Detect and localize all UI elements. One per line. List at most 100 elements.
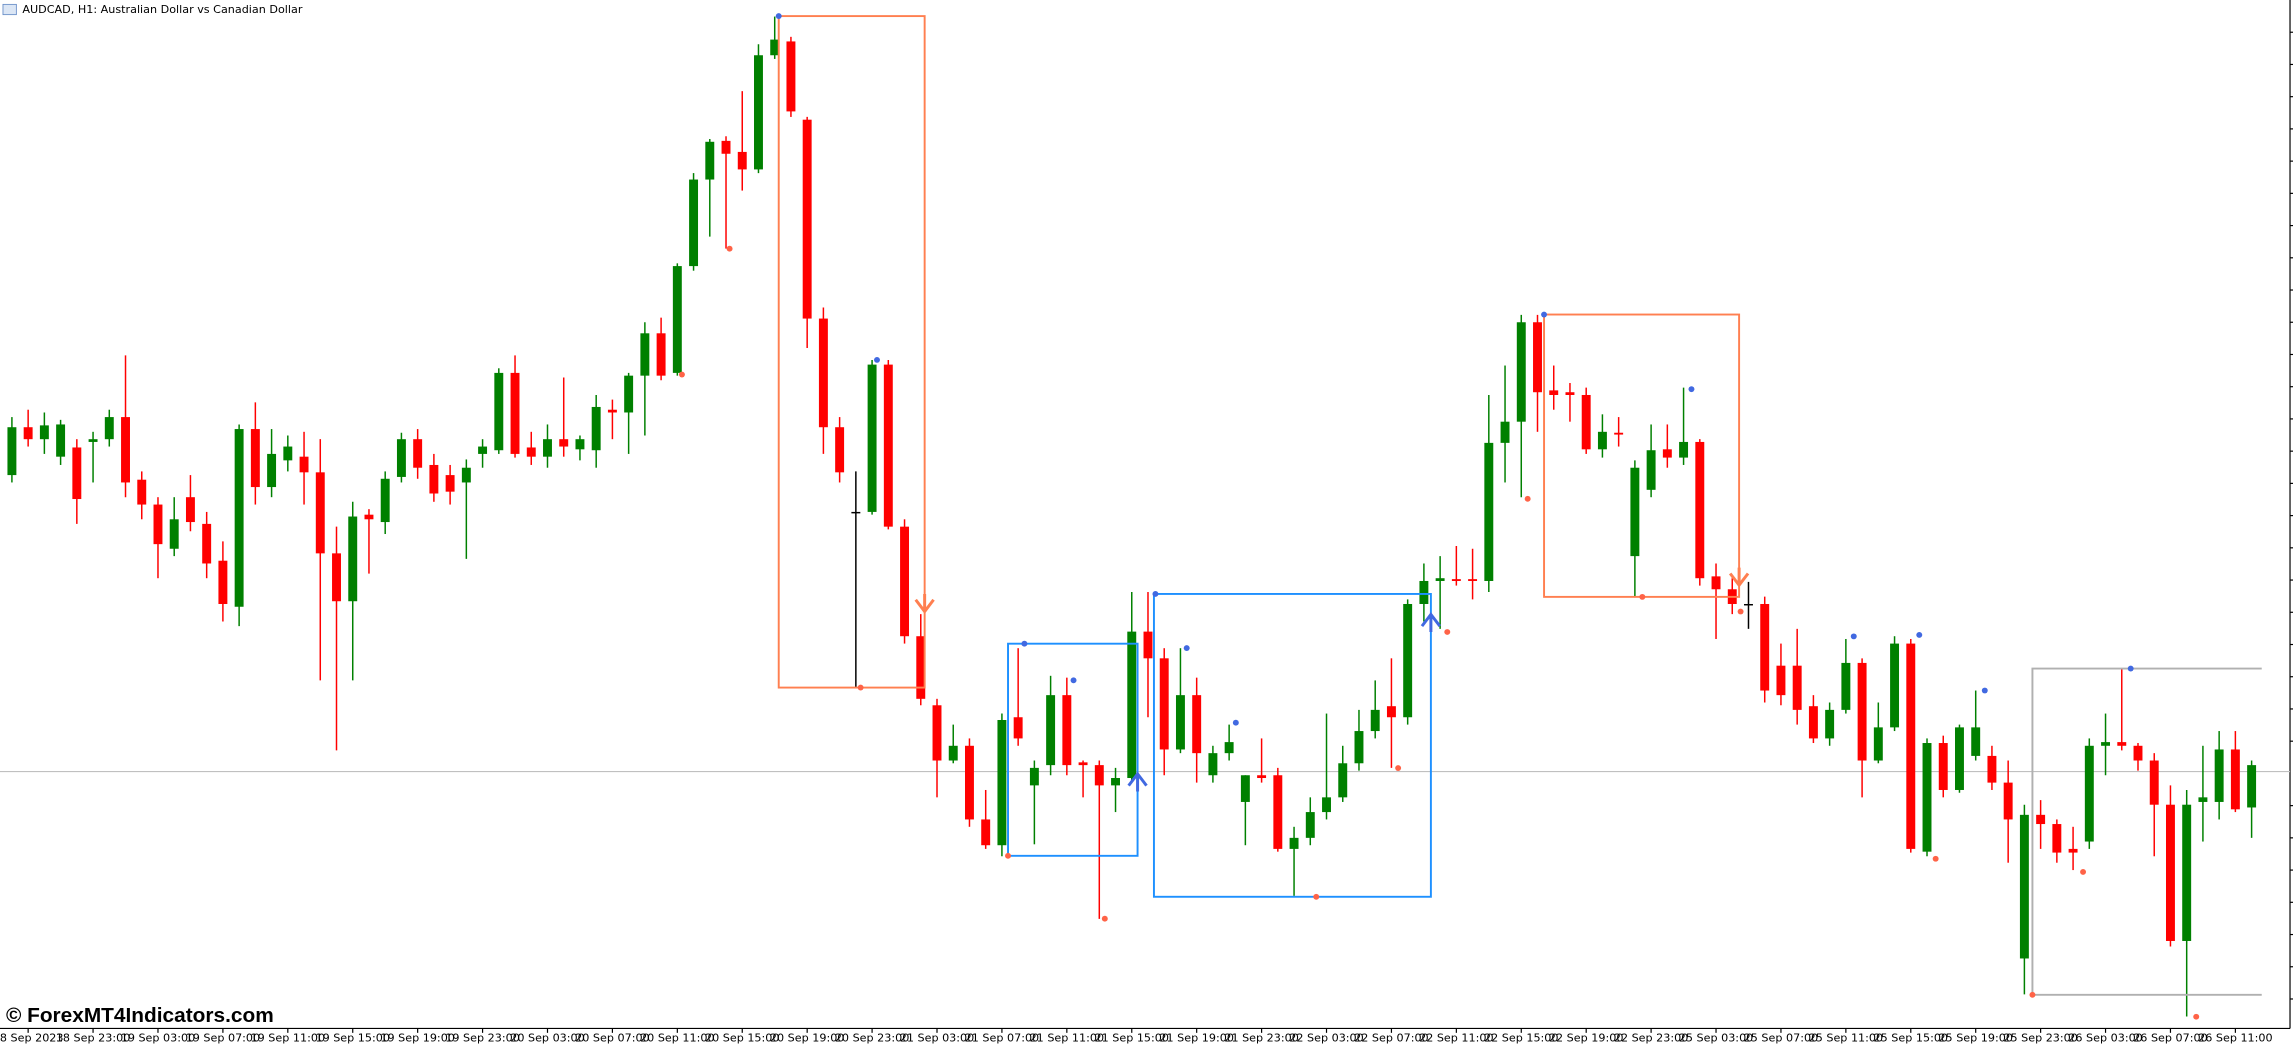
swing-low-dot — [2080, 868, 2087, 875]
candle-body — [770, 39, 780, 56]
candle-body — [429, 464, 439, 494]
candle-body — [1808, 706, 1818, 739]
candle-body — [1403, 603, 1413, 718]
swing-high-dot — [1850, 633, 1857, 640]
candle-body — [1305, 812, 1315, 838]
swing-high-dot — [1152, 591, 1159, 597]
candle-body — [1419, 580, 1429, 604]
x-tick-label: 25 Sep 15:00 — [1874, 1032, 1948, 1045]
candle-body — [1744, 603, 1753, 606]
sell-arrow — [914, 593, 935, 614]
candle-body — [867, 364, 877, 512]
candle-body — [2101, 742, 2111, 746]
x-tick-label: 25 Sep 23:00 — [2003, 1032, 2077, 1045]
x-tick-label: 26 Sep 03:00 — [2068, 1032, 2142, 1045]
swing-low-dot — [726, 245, 733, 252]
x-tick-label: 21 Sep 23:00 — [1224, 1032, 1298, 1045]
x-tick-label: 21 Sep 07:00 — [965, 1032, 1039, 1045]
x-tick-label: 25 Sep 19:00 — [1938, 1032, 2012, 1045]
x-tick-label: 19 Sep 11:00 — [251, 1032, 325, 1045]
candle-body — [640, 333, 650, 376]
buy-arrow — [1127, 771, 1148, 792]
swing-high-dot — [1541, 311, 1548, 318]
candle-body — [1257, 775, 1267, 779]
x-tick-label: 20 Sep 03:00 — [510, 1032, 584, 1045]
candle-body — [1906, 643, 1916, 849]
x-tick-label: 21 Sep 15:00 — [1095, 1032, 1169, 1045]
candle-body — [7, 427, 17, 476]
candle-body — [1224, 742, 1234, 754]
candle-body — [559, 439, 569, 447]
candle-body — [2214, 749, 2224, 802]
swing-low-dot — [1444, 629, 1451, 635]
x-tick-label: 25 Sep 11:00 — [1809, 1032, 1883, 1045]
candle-body — [672, 266, 682, 373]
candle-body — [1646, 450, 1656, 490]
candle-body — [1938, 743, 1948, 790]
candle-body — [1127, 631, 1137, 779]
swing-high-dot — [2127, 665, 2134, 672]
candle-body — [1386, 706, 1396, 718]
swing-high-dot — [1916, 631, 1923, 638]
x-tick-label: 18 Sep 2023 — [0, 1032, 64, 1045]
candle-body — [1597, 431, 1607, 450]
candle-body — [1565, 392, 1575, 395]
x-tick-label: 21 Sep 19:00 — [1159, 1032, 1233, 1045]
candle-body — [1159, 658, 1169, 750]
swing-low-dot — [1932, 855, 1939, 862]
x-tick-label: 20 Sep 23:00 — [835, 1032, 909, 1045]
candle-body — [56, 424, 66, 457]
x-tick-label: 22 Sep 19:00 — [1549, 1032, 1623, 1045]
swing-high-dot — [1981, 687, 1988, 694]
swing-low-dot — [1101, 915, 1108, 922]
candle-body — [72, 447, 82, 500]
candle-body — [1078, 762, 1088, 766]
candle-body — [413, 439, 423, 468]
x-tick-label: 25 Sep 03:00 — [1679, 1032, 1753, 1045]
candle-body — [737, 151, 747, 170]
swing-dots — [678, 13, 2200, 1020]
candle-body — [202, 523, 212, 564]
x-tick-label: 20 Sep 19:00 — [770, 1032, 844, 1045]
candle-body — [299, 456, 309, 473]
candle-body — [689, 179, 699, 267]
candle-body — [1792, 665, 1802, 710]
candle-body — [234, 429, 244, 607]
x-tick-label: 26 Sep 11:00 — [2198, 1032, 2272, 1045]
zone-box — [1007, 642, 1139, 857]
swing-low-dot — [857, 684, 864, 691]
zone-box — [777, 15, 926, 689]
candle-body — [478, 446, 488, 454]
swing-low-dot — [678, 371, 685, 378]
x-tick-label: 22 Sep 11:00 — [1419, 1032, 1493, 1045]
candle-body — [607, 409, 617, 413]
candle-body — [1484, 442, 1494, 581]
candle-body — [1289, 837, 1299, 849]
candle-body — [1971, 727, 1981, 756]
candle-body — [2019, 814, 2029, 959]
candle-body — [964, 745, 974, 820]
candle-body — [1890, 643, 1900, 728]
swing-low-dot — [1313, 893, 1320, 900]
candle-body — [364, 514, 374, 520]
candle-body — [1175, 695, 1185, 750]
swing-low-dot — [2029, 991, 2036, 998]
swing-high-dot — [1183, 645, 1190, 652]
x-tick-label: 19 Sep 23:00 — [445, 1032, 519, 1045]
candle-body — [396, 439, 406, 477]
candle-body — [575, 439, 585, 450]
x-tick-label: 22 Sep 15:00 — [1484, 1032, 1558, 1045]
x-tick-label: 22 Sep 03:00 — [1289, 1032, 1363, 1045]
sell-arrow — [1728, 567, 1750, 588]
candle-body — [1711, 576, 1721, 590]
candle-body — [721, 140, 731, 154]
candle-body — [1435, 578, 1445, 581]
candle-body — [802, 119, 812, 319]
x-tick-label: 20 Sep 11:00 — [640, 1032, 714, 1045]
x-tick-label: 20 Sep 07:00 — [575, 1032, 649, 1045]
overlays — [777, 15, 2262, 996]
candle-body — [2182, 804, 2192, 941]
candle-body — [1468, 579, 1478, 581]
